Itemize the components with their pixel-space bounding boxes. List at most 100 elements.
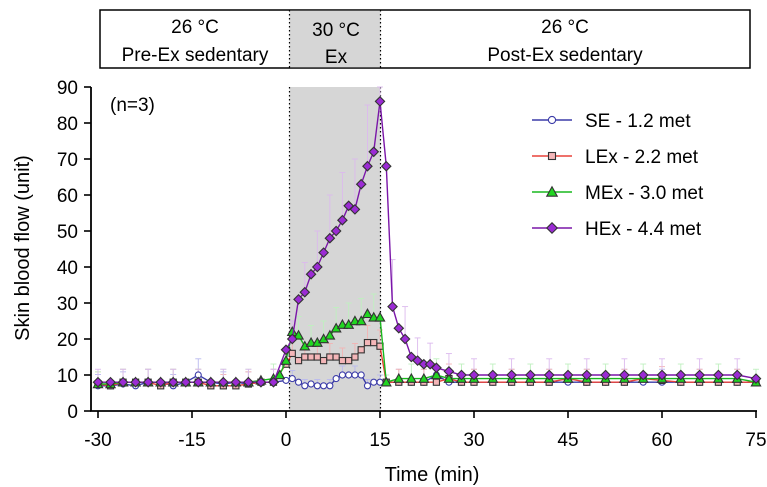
data-point: [307, 353, 315, 361]
x-tick-label: -30: [84, 430, 111, 451]
data-point: [351, 371, 359, 379]
data-point: [288, 349, 296, 358]
data-point: [393, 372, 405, 383]
x-tick-label: 15: [369, 430, 390, 451]
data-point: [318, 247, 329, 258]
x-axis-label: Time (min): [385, 464, 480, 486]
data-point: [355, 315, 367, 326]
exercise-shade: [289, 87, 381, 410]
phase-pre-temp: 26 °C: [171, 17, 219, 38]
data-point: [357, 346, 365, 354]
phase-post-label: Post-Ex sedentary: [487, 45, 643, 66]
y-tick-label: 30: [57, 294, 78, 315]
x-tick-label: 0: [281, 430, 292, 451]
phase-header: 26 °C Pre-Ex sedentary 30 °C Ex 26 °C Po…: [99, 9, 751, 69]
data-point: [418, 372, 430, 383]
y-tick-label: 60: [57, 186, 78, 207]
data-point: [370, 378, 378, 386]
data-point: [349, 204, 361, 215]
data-point: [374, 311, 386, 322]
phase-ex-temp: 30 °C: [312, 20, 360, 41]
y-tick-label: 70: [57, 150, 78, 171]
data-point: [370, 338, 378, 347]
data-point: [192, 376, 204, 388]
data-point: [399, 333, 411, 345]
data-point: [305, 268, 317, 280]
data-point: [332, 353, 340, 361]
legend-label: MEx - 3.0 met: [585, 183, 704, 204]
data-point: [332, 375, 340, 383]
data-point: [243, 376, 254, 388]
data-point: [313, 382, 321, 390]
data-point: [286, 333, 298, 345]
data-point: [525, 369, 536, 381]
exercise-header-shade: [289, 10, 381, 68]
series-3: [92, 96, 762, 388]
n-annotation: (n=3): [110, 95, 155, 116]
x-tick-label: 30: [463, 430, 484, 451]
data-point: [380, 376, 392, 387]
data-point: [167, 376, 179, 388]
data-point: [363, 382, 372, 390]
phase-ex-label: Ex: [325, 47, 348, 68]
data-point: [731, 369, 743, 381]
data-point: [600, 369, 611, 381]
legend-marker: [545, 185, 559, 197]
data-point: [487, 369, 499, 381]
data-point: [694, 369, 705, 381]
data-point: [288, 375, 296, 383]
y-tick-label: 50: [57, 222, 78, 243]
error-bars-2: [95, 293, 759, 384]
data-point: [675, 369, 687, 381]
legend: SE - 1.2 met LEx - 2.2 met MEx - 3.0 met HE…: [532, 111, 704, 240]
x-tick-label: 45: [557, 430, 578, 451]
data-point: [301, 353, 309, 361]
data-point: [430, 369, 442, 380]
legend-marker: [545, 221, 559, 235]
series-line: [98, 101, 757, 383]
y-tick-label: 80: [57, 114, 78, 135]
data-point: [230, 376, 242, 388]
x-tick-label: 60: [651, 430, 672, 451]
data-point: [581, 369, 593, 381]
data-point: [311, 261, 323, 273]
data-point: [405, 372, 417, 383]
data-point: [217, 376, 229, 388]
data-point: [105, 376, 116, 388]
legend-marker: [547, 151, 557, 161]
data-point: [307, 380, 315, 388]
data-point: [345, 356, 353, 365]
data-point: [562, 369, 574, 381]
data-point: [330, 225, 342, 237]
data-point: [750, 373, 762, 384]
data-point: [393, 322, 405, 334]
data-point: [362, 160, 373, 172]
data-point: [313, 353, 321, 361]
data-point: [280, 354, 292, 365]
x-tick-label: 75: [745, 430, 766, 451]
data-point: [619, 369, 630, 381]
series-layer: [92, 86, 762, 390]
data-point: [205, 376, 217, 388]
data-point: [142, 376, 154, 388]
data-point: [299, 286, 311, 298]
data-point: [380, 160, 392, 172]
data-point: [468, 369, 480, 381]
y-axis-label: Skin blood flow (unit): [12, 155, 34, 341]
x-tick-label: -15: [178, 430, 205, 451]
data-point: [543, 369, 555, 381]
error-bars-3: [95, 86, 741, 383]
data-point: [506, 369, 517, 381]
data-point: [92, 376, 104, 388]
data-point: [292, 329, 305, 340]
data-point: [345, 371, 353, 379]
legend-label: HEx - 4.4 met: [585, 219, 702, 240]
data-point: [456, 369, 467, 381]
phase-post-temp: 26 °C: [541, 17, 589, 38]
data-point: [155, 376, 167, 388]
data-point: [357, 371, 365, 379]
data-point: [656, 369, 668, 381]
data-point: [361, 308, 374, 319]
phase-pre-label: Pre-Ex sedentary: [122, 45, 269, 66]
phase-header-box: [99, 9, 751, 69]
